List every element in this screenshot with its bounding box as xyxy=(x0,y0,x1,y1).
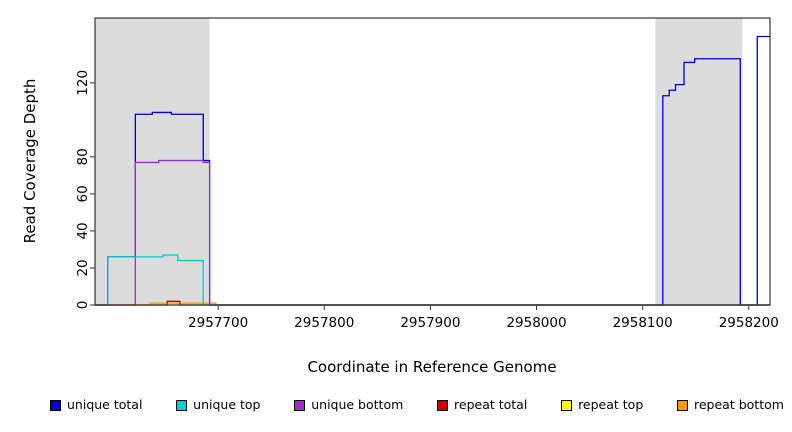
y-tick-label: 120 xyxy=(75,70,91,96)
y-tick-label: 20 xyxy=(75,259,91,276)
x-tick-label: 2957700 xyxy=(188,315,248,331)
legend-label: repeat total xyxy=(454,397,528,412)
legend-label: repeat top xyxy=(578,397,644,412)
y-tick-label: 60 xyxy=(75,185,91,202)
legend-item-unique-top: unique top xyxy=(176,397,261,412)
plot-canvas: 2957700 2957800 2957900 2958000 2958100 29582… xyxy=(75,17,779,331)
y-tick-label: 40 xyxy=(75,222,91,239)
x-tick-label: 2958200 xyxy=(719,315,779,331)
shaded-region xyxy=(655,18,743,305)
legend-swatch xyxy=(50,399,61,411)
series-line-unique-bottom xyxy=(95,159,770,306)
legend-item-repeat-total: repeat total xyxy=(437,397,528,412)
y-tick-label: 80 xyxy=(75,148,91,165)
legend-item-unique-bottom: unique bottom xyxy=(294,397,404,412)
legend-item-repeat-top: repeat top xyxy=(561,397,644,412)
plot-border xyxy=(94,17,771,306)
legend-swatch xyxy=(561,399,573,411)
legend-label: unique total xyxy=(67,397,143,412)
series-line-unique-top xyxy=(95,254,770,306)
x-tick-label: 2957900 xyxy=(400,315,460,331)
y-tick-label: 0 xyxy=(75,301,91,310)
legend-swatch xyxy=(437,399,449,411)
x-tick-label: 2958100 xyxy=(613,315,673,331)
legend-swatch xyxy=(677,399,688,411)
x-tick-label: 2957800 xyxy=(294,315,354,331)
legend-label: unique top xyxy=(193,397,261,412)
legend-label: repeat bottom xyxy=(694,397,784,412)
legend-label: unique bottom xyxy=(311,397,404,412)
x-axis-title: Coordinate in Reference Genome xyxy=(307,358,557,376)
legend-swatch xyxy=(294,399,306,411)
legend-item-unique-total: unique total xyxy=(50,397,143,412)
series-line-unique-total xyxy=(95,35,770,306)
y-axis-title: Read Coverage Depth xyxy=(21,78,39,244)
legend-item-repeat-bottom: repeat bottom xyxy=(677,397,784,412)
legend-swatch xyxy=(176,399,188,411)
shaded-region xyxy=(95,18,210,305)
chart-legend: unique total unique top unique bottom repea… xyxy=(50,397,784,412)
x-tick-label: 2958000 xyxy=(506,315,566,331)
